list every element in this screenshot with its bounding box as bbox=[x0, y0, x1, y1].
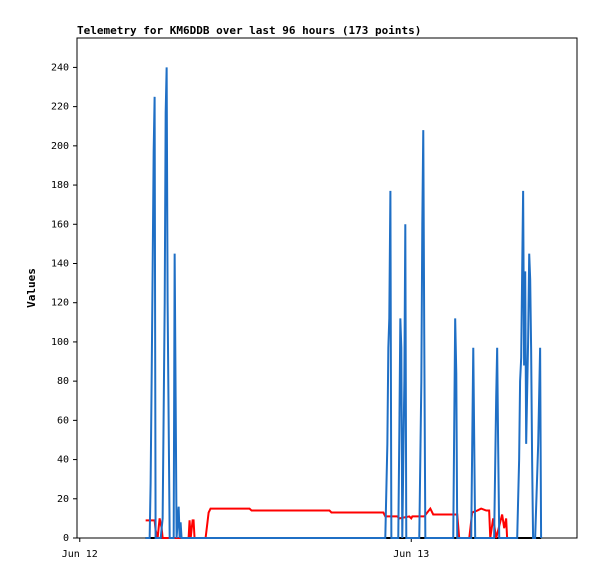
y-tick-label: 240 bbox=[51, 62, 69, 73]
y-tick-label: 0 bbox=[63, 533, 69, 544]
y-tick-label: 200 bbox=[51, 141, 69, 152]
y-tick-label: 160 bbox=[51, 219, 69, 230]
y-tick-label: 120 bbox=[51, 298, 69, 309]
y-tick-label: 20 bbox=[57, 494, 69, 505]
y-tick-label: 40 bbox=[57, 455, 69, 466]
x-tick-label: Jun 12 bbox=[62, 549, 98, 560]
chart-title: Telemetry for KM6DDB over last 96 hours … bbox=[77, 24, 421, 37]
y-tick-label: 60 bbox=[57, 415, 69, 426]
y-axis-label: Values bbox=[25, 268, 38, 308]
y-tick-label: 140 bbox=[51, 258, 69, 269]
y-tick-label: 100 bbox=[51, 337, 69, 348]
y-tick-label: 80 bbox=[57, 376, 69, 387]
y-tick-label: 180 bbox=[51, 180, 69, 191]
series-line bbox=[145, 67, 543, 539]
x-tick-label: Jun 13 bbox=[393, 549, 429, 560]
y-tick-label: 220 bbox=[51, 102, 69, 113]
